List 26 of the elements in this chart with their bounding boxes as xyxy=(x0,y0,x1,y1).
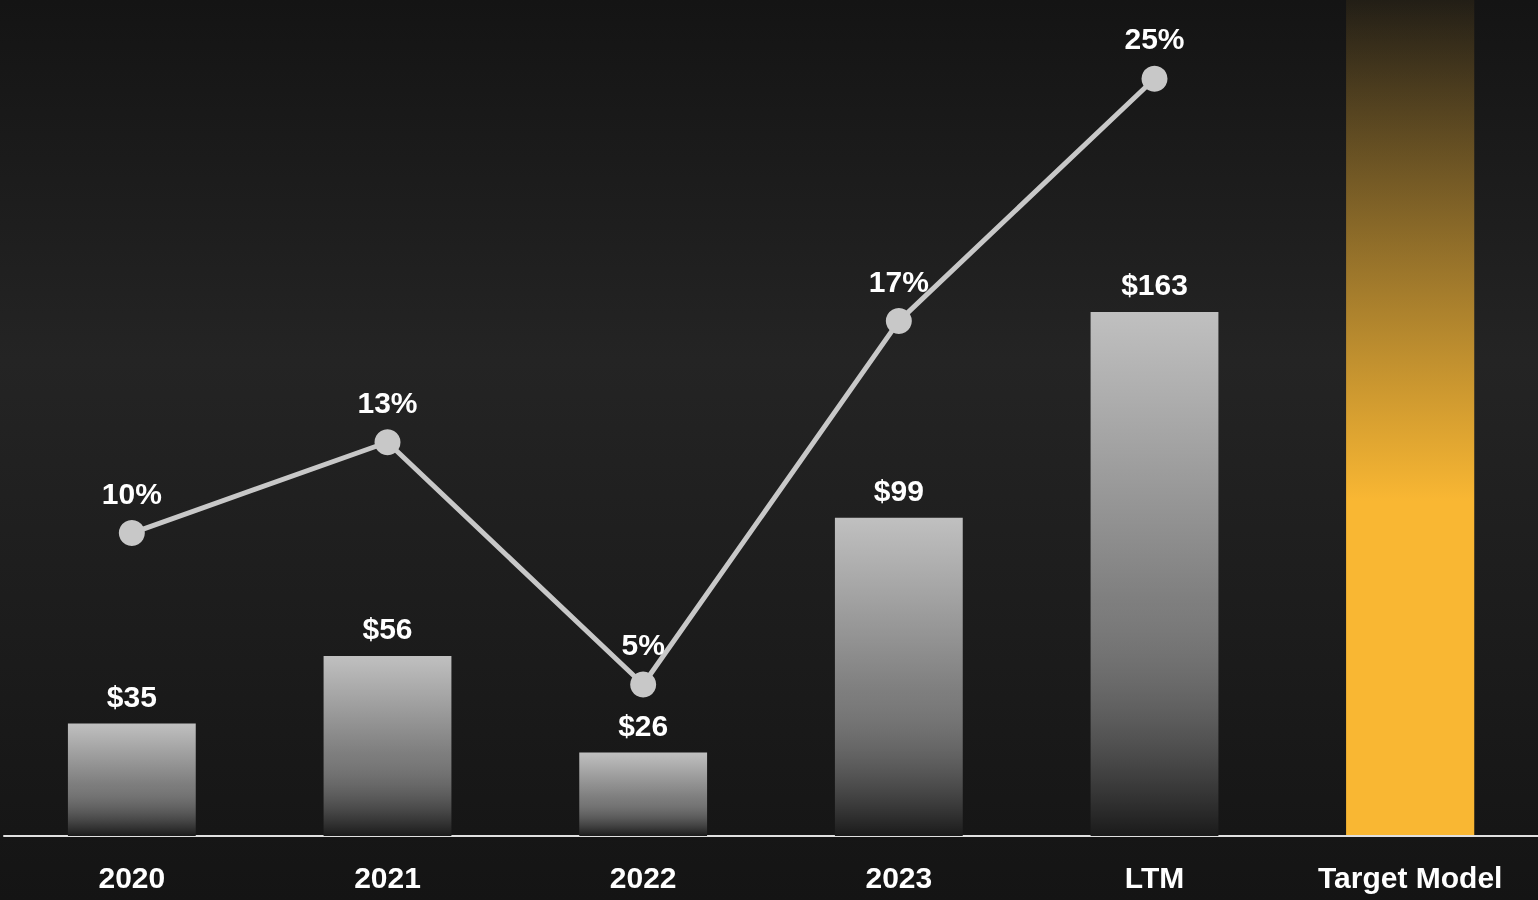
x-tick-label: LTM xyxy=(1124,860,1185,894)
bar xyxy=(579,752,708,836)
point xyxy=(1141,65,1168,92)
x-tick-label: 2023 xyxy=(865,860,933,894)
bar xyxy=(67,723,196,836)
point xyxy=(885,308,912,335)
x-tick-label: 2021 xyxy=(354,860,421,894)
data-label: 13% xyxy=(357,385,418,419)
data-label: 17% xyxy=(868,264,929,298)
point xyxy=(118,520,145,547)
x-tick-label: 2022 xyxy=(609,860,677,894)
data-label: $163 xyxy=(1121,268,1188,302)
x-tick-label: 2020 xyxy=(98,860,166,894)
bar xyxy=(834,517,963,836)
data-label: $56 xyxy=(362,612,413,646)
data-label: 10% xyxy=(101,476,162,510)
data-label: $35 xyxy=(106,679,157,713)
data-label: 25% xyxy=(1124,22,1185,56)
data-label: $26 xyxy=(618,708,669,742)
data-label: 5% xyxy=(621,628,665,662)
point xyxy=(374,429,401,456)
x-tick-label: Target Model xyxy=(1317,860,1503,894)
bar xyxy=(1090,311,1219,836)
bar xyxy=(323,655,452,836)
point xyxy=(630,671,657,698)
data-label: $99 xyxy=(873,474,924,508)
